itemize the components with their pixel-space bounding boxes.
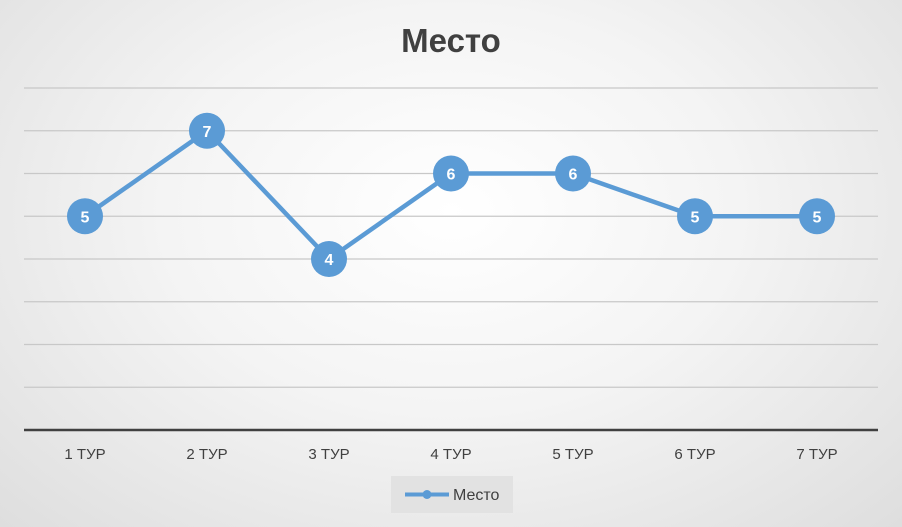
x-tick-label: 3 ТУР [308,446,349,463]
data-points: 5 7 4 6 6 5 5 [67,112,835,277]
legend-entry: Место [453,487,500,504]
data-label: 5 [813,209,822,226]
data-point [433,155,469,192]
x-tick-label: 4 ТУР [430,446,471,463]
gridlines [24,87,878,388]
series-line [82,128,820,262]
data-point [677,198,713,235]
x-tick-label: 5 ТУР [552,446,593,463]
data-point [189,112,225,149]
data-label: 5 [691,209,700,226]
data-label: 6 [447,167,456,184]
x-tick-label: 2 ТУР [186,446,227,463]
data-point [67,198,103,235]
x-tick-label: 6 ТУР [674,446,715,463]
data-label: 5 [81,209,90,226]
x-tick-label: 7 ТУР [796,446,837,463]
series-line-group [82,128,820,262]
legend: Место [391,476,513,513]
data-point [555,155,591,192]
data-label: 4 [325,252,334,269]
data-label: 6 [569,167,578,184]
data-label: 7 [203,124,212,141]
legend-marker [422,490,432,499]
x-tick-label: 1 ТУР [64,446,105,463]
x-tick-labels: 1 ТУР 2 ТУР 3 ТУР 4 ТУР 5 ТУР 6 ТУР 7 ТУР [64,446,837,463]
chart-title: Место [401,22,501,59]
data-point [799,198,835,235]
data-point [311,241,347,277]
